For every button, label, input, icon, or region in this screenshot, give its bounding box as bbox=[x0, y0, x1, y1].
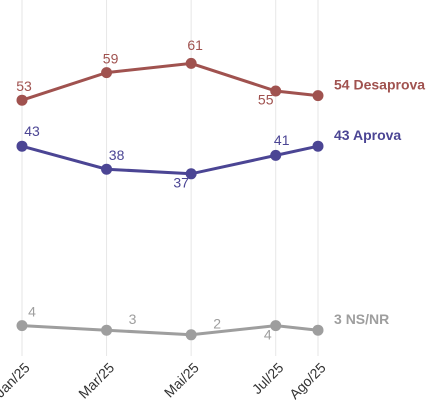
value-label: 4 bbox=[264, 326, 272, 342]
point bbox=[185, 329, 197, 341]
x-tick-label: Jul/25 bbox=[249, 359, 287, 397]
value-label: 38 bbox=[109, 147, 125, 163]
value-label: 55 bbox=[258, 92, 274, 108]
value-label: 4 bbox=[28, 303, 36, 319]
x-tick-label: Ago/25 bbox=[286, 359, 329, 402]
point bbox=[312, 324, 324, 336]
value-label: 3 bbox=[334, 311, 342, 327]
point bbox=[101, 67, 113, 79]
value-label: 2 bbox=[213, 316, 221, 332]
point bbox=[16, 140, 28, 152]
end-label: 43 Aprova bbox=[334, 127, 401, 143]
value-label: 61 bbox=[187, 37, 203, 53]
point bbox=[101, 324, 113, 336]
value-label: 59 bbox=[103, 50, 119, 66]
point bbox=[312, 140, 324, 152]
value-label: 53 bbox=[16, 78, 32, 94]
legend-label: Aprova bbox=[353, 127, 401, 143]
value-label: 3 bbox=[129, 311, 137, 327]
point bbox=[312, 90, 324, 102]
value-label: 43 bbox=[334, 127, 350, 143]
point bbox=[16, 94, 28, 106]
point bbox=[270, 149, 282, 161]
value-label: 54 bbox=[334, 76, 350, 92]
point bbox=[270, 320, 282, 332]
x-tick-label: Mai/25 bbox=[161, 359, 202, 400]
point bbox=[185, 168, 197, 180]
legend-label: NS/NR bbox=[346, 311, 390, 327]
end-label: 54 Desaprova bbox=[334, 76, 425, 92]
value-label: 43 bbox=[24, 123, 40, 139]
end-label: 3 NS/NR bbox=[334, 311, 389, 327]
point bbox=[16, 320, 28, 332]
value-label: 37 bbox=[173, 175, 189, 191]
x-tick-label: Jan/25 bbox=[0, 359, 33, 400]
point bbox=[270, 85, 282, 97]
x-tick-label: Mar/25 bbox=[75, 359, 117, 401]
point bbox=[101, 163, 113, 175]
point bbox=[185, 57, 197, 69]
legend-label: Desaprova bbox=[353, 76, 425, 92]
value-label: 41 bbox=[274, 132, 290, 148]
